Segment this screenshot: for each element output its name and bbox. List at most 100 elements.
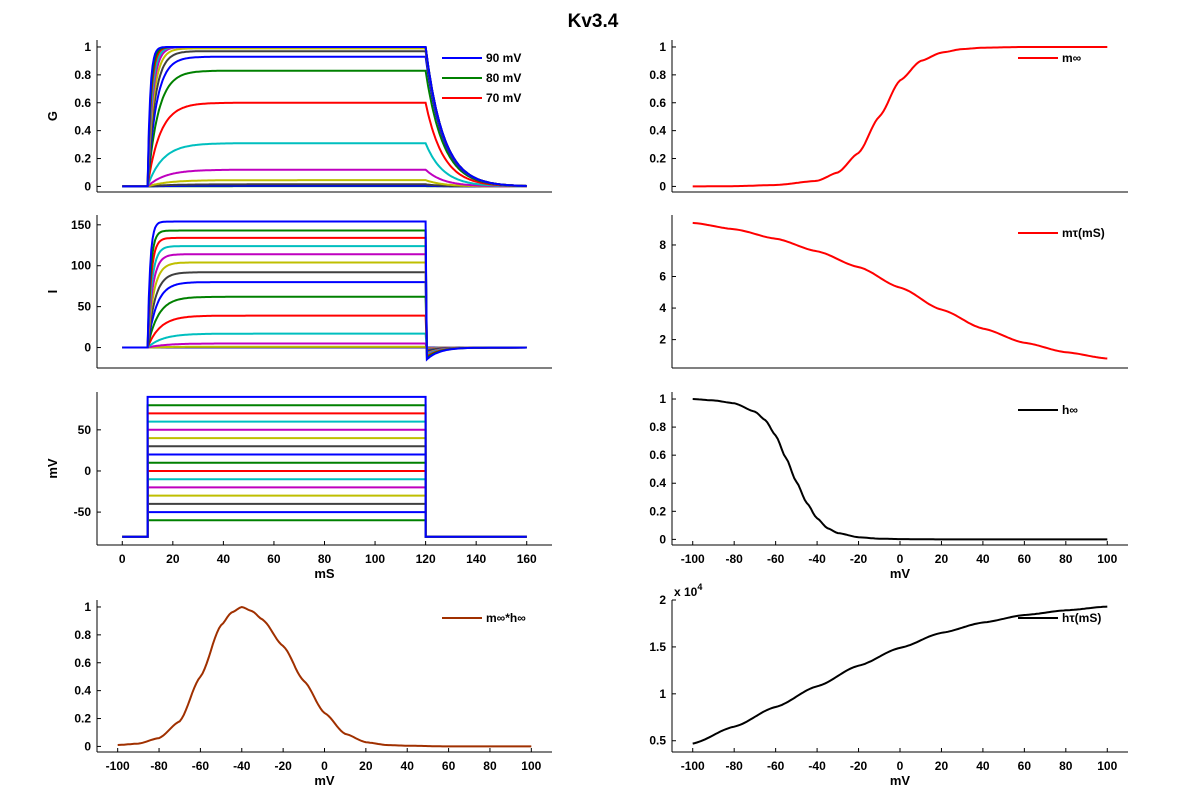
- panel-htau: 0.5 1 1.5 2 -100 -80 -60 -40 -20 0 20 40 60 80 100 mV x …: [649, 582, 1128, 788]
- series-line--10mV: [122, 142, 527, 188]
- y-tick-label: 0: [659, 532, 666, 546]
- y-tick-label: 0.4: [74, 124, 91, 138]
- x-tick-label: 40: [401, 759, 415, 773]
- series-line-90mV: [122, 46, 527, 188]
- y-tick-label: 0: [84, 341, 91, 355]
- x-tick-label: 120: [416, 552, 436, 566]
- x-tick-label: -100: [106, 759, 130, 773]
- y-multiplier: x 104: [674, 582, 702, 599]
- x-tick-label: 140: [466, 552, 486, 566]
- series-line-70mV: [122, 46, 527, 188]
- x-axis-label: mV: [890, 566, 911, 581]
- y-tick-label: 0.5: [649, 734, 666, 748]
- series-line-40mV: [122, 47, 527, 188]
- panel-mtau: 2 4 6 8 mτ(mS): [659, 215, 1128, 369]
- x-tick-label: -100: [681, 759, 705, 773]
- y-tick-label: 0.6: [649, 96, 666, 110]
- series-line: [692, 398, 1108, 541]
- current-trace: [122, 253, 527, 356]
- legend-label: 90 mV: [486, 51, 521, 65]
- x-tick-label: 60: [267, 552, 281, 566]
- x-tick-label: 60: [1018, 552, 1032, 566]
- x-tick-label: -80: [150, 759, 168, 773]
- panel-minf: 0 0.2 0.4 0.6 0.8 1 m∞: [649, 40, 1128, 193]
- y-tick-label: 0.4: [649, 124, 666, 138]
- y-tick-label: 4: [659, 301, 666, 315]
- figure-title: Kv3.4: [568, 11, 619, 32]
- x-tick-label: 0: [119, 552, 126, 566]
- y-tick-label: -50: [74, 505, 92, 519]
- x-tick-label: -40: [808, 759, 826, 773]
- x-tick-label: -60: [767, 759, 785, 773]
- current-trace: [122, 261, 527, 356]
- legend-label: hτ(mS): [1062, 611, 1101, 625]
- panel-G: 0 0.2 0.4 0.6 0.8 1 G 90 mV 80 mV 70 mV: [45, 40, 552, 193]
- y-tick-label: 0.2: [74, 712, 91, 726]
- y-tick-label: 0.6: [74, 96, 91, 110]
- x-tick-label: -40: [233, 759, 251, 773]
- y-tick-label: 2: [659, 593, 666, 607]
- x-axis-label: mS: [314, 566, 335, 581]
- x-tick-label: 80: [318, 552, 332, 566]
- series-line--20mV: [122, 168, 527, 188]
- legend-label: 80 mV: [486, 71, 521, 85]
- voltage-step-trace: [122, 461, 527, 538]
- voltage-step-trace: [122, 412, 527, 538]
- x-tick-label: 40: [976, 552, 990, 566]
- legend-label: mτ(mS): [1062, 226, 1105, 240]
- x-tick-label: 100: [365, 552, 385, 566]
- y-tick-label: 0.6: [649, 448, 666, 462]
- y-tick-label: 50: [78, 300, 92, 314]
- current-trace: [122, 220, 527, 362]
- x-tick-label: 20: [935, 759, 949, 773]
- y-tick-label: 6: [659, 270, 666, 284]
- x-tick-label: 0: [897, 552, 904, 566]
- y-tick-label: 1: [659, 392, 666, 406]
- x-tick-label: 80: [1059, 552, 1073, 566]
- x-tick-label: 100: [521, 759, 541, 773]
- x-axis-label: mV: [890, 773, 911, 788]
- y-tick-label: 8: [659, 238, 666, 252]
- x-tick-label: 160: [517, 552, 537, 566]
- series-line-0mV: [122, 101, 527, 188]
- x-tick-label: -20: [274, 759, 292, 773]
- y-tick-label: 0.4: [74, 684, 91, 698]
- x-tick-label: 80: [1059, 759, 1073, 773]
- series-line: [692, 605, 1108, 745]
- y-tick-label: 0.2: [649, 152, 666, 166]
- x-tick-label: 20: [935, 552, 949, 566]
- x-tick-label: 100: [1097, 759, 1117, 773]
- x-tick-label: -20: [850, 552, 868, 566]
- x-tick-label: 60: [1018, 759, 1032, 773]
- y-tick-label: 1: [84, 40, 91, 54]
- y-tick-label: 0: [84, 739, 91, 753]
- y-tick-label: 0.8: [74, 68, 91, 82]
- voltage-step-trace: [122, 519, 527, 538]
- x-tick-label: 40: [976, 759, 990, 773]
- y-tick-label: 0: [659, 179, 666, 193]
- panel-V: -50 0 50 0 20 40 60 80 100 120 140 160 mS mV: [45, 392, 552, 581]
- series-line-20mV: [122, 55, 527, 188]
- y-tick-label: 1: [84, 600, 91, 614]
- y-tick-label: 1.5: [649, 640, 666, 654]
- voltage-step-trace: [122, 395, 527, 538]
- x-tick-label: 20: [166, 552, 180, 566]
- y-axis-label: I: [45, 290, 60, 294]
- panel-hinf: 0 0.2 0.4 0.6 0.8 1 -100 -80 -60 -40 -20 0 20 40 60 80 1…: [649, 392, 1128, 581]
- x-tick-label: -20: [850, 759, 868, 773]
- series-line: [117, 605, 532, 748]
- y-tick-label: 0.8: [649, 420, 666, 434]
- x-axis-label: mV: [314, 773, 335, 788]
- voltage-step-trace: [122, 494, 527, 538]
- y-tick-label: 0.8: [74, 628, 91, 642]
- y-tick-label: 50: [78, 423, 92, 437]
- y-axis-label: G: [45, 111, 60, 121]
- legend-label: h∞: [1062, 403, 1078, 417]
- y-tick-label: 0: [84, 464, 91, 478]
- legend-label: m∞*h∞: [486, 611, 526, 625]
- y-tick-label: 0.6: [74, 656, 91, 670]
- y-tick-label: 0.4: [649, 476, 666, 490]
- panel-minf_hinf: 0 0.2 0.4 0.6 0.8 1 -100 -80 -60 -40 -20 0 20 40 60 80 1…: [74, 600, 552, 788]
- series-line-10mV: [122, 69, 527, 188]
- x-tick-label: 0: [897, 759, 904, 773]
